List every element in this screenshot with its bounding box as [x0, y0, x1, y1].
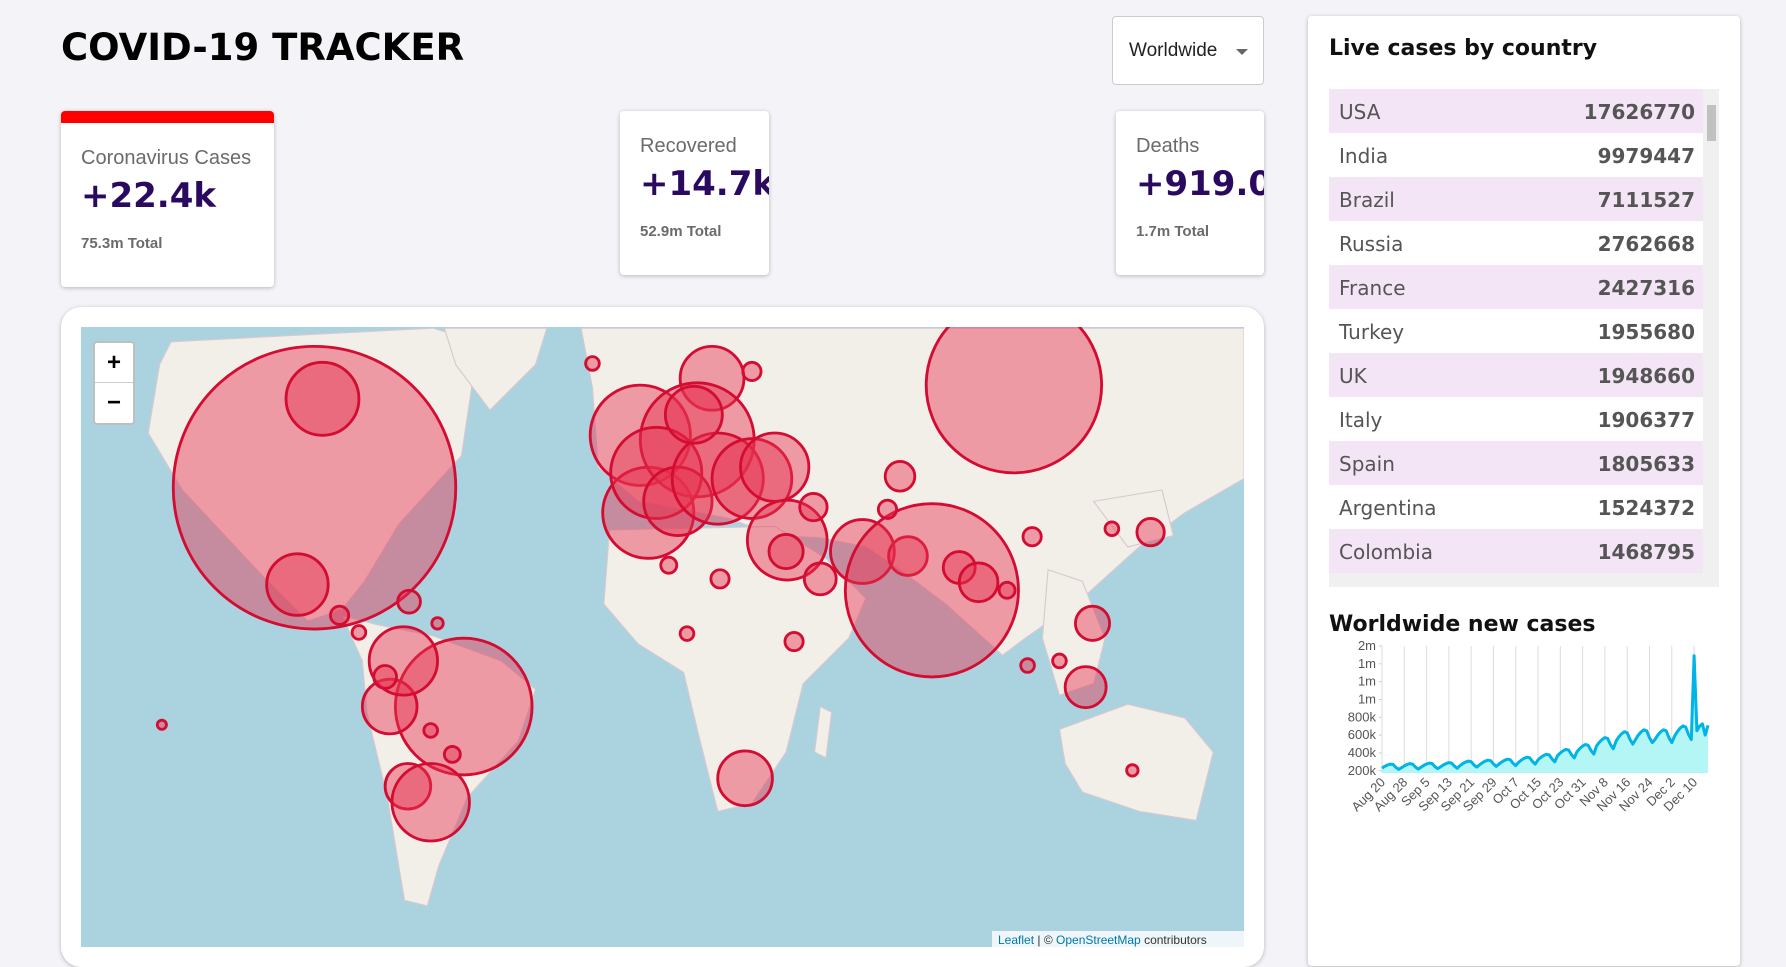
y-tick-label: 1m — [1358, 656, 1376, 671]
attribution: Leaflet | © OpenStreetMap contributors — [992, 931, 1250, 949]
card-highlight — [61, 111, 274, 123]
chart-title: Worldwide new cases — [1329, 612, 1596, 637]
table-row: Argentina 1524372 — [1329, 485, 1703, 529]
table-row: India 9979447 — [1329, 133, 1703, 177]
y-tick-label: 600k — [1348, 727, 1377, 742]
caret — [1236, 49, 1248, 55]
country-cases: 9979447 — [1597, 144, 1695, 168]
y-tick-label: 800k — [1348, 709, 1377, 724]
map[interactable] — [81, 327, 1244, 947]
zoom-out[interactable]: − — [106, 389, 121, 416]
attribution-separator: | © — [1037, 933, 1053, 947]
country-cases: 1468795 — [1597, 540, 1695, 564]
app-title: COVID-19 TRACKER — [61, 26, 465, 69]
y-tick-label: 400k — [1348, 745, 1377, 760]
country-table[interactable]: USA 17626770 India 9979447 Brazil 7111527 Russ… — [1329, 89, 1703, 573]
table-row: Russia 2762668 — [1329, 221, 1703, 265]
card-label: Deaths — [1136, 135, 1200, 157]
country-name: Colombia — [1339, 540, 1433, 564]
country-select[interactable]: Worldwide — [1112, 16, 1264, 85]
card-value: +22.4k — [81, 176, 216, 216]
country-cases: 1805633 — [1597, 452, 1695, 476]
country-name: USA — [1339, 100, 1381, 124]
table-row: UK 1948660 — [1329, 353, 1703, 397]
cases-card[interactable]: Coronavirus Cases +22.4k 75.3m Total — [61, 111, 274, 287]
osm-link[interactable]: OpenStreetMap — [1056, 933, 1141, 947]
scrollbar-thumb[interactable] — [1707, 105, 1716, 141]
country-cases: 1948660 — [1597, 364, 1695, 388]
y-tick-label: 1m — [1358, 674, 1376, 689]
map-card: + − Leaflet | © OpenStreetMap contributo… — [61, 307, 1264, 967]
country-cases: 7111527 — [1597, 188, 1695, 212]
card-label: Recovered — [640, 135, 737, 157]
line — [1381, 654, 1710, 771]
card-total: 1.7m Total — [1136, 223, 1210, 240]
y-tick-label: 200k — [1348, 763, 1377, 778]
table-row: Spain 1805633 — [1329, 441, 1703, 485]
country-name: Russia — [1339, 232, 1404, 256]
leaflet-link[interactable]: Leaflet — [998, 933, 1035, 947]
country-name: Italy — [1339, 408, 1383, 432]
zoom-in[interactable]: + — [95, 343, 133, 383]
table-row: USA 17626770 — [1329, 89, 1703, 133]
card-value: +14.7k — [640, 164, 769, 204]
table-title: Live cases by country — [1329, 36, 1598, 61]
deaths-card[interactable]: Deaths +919.0 1.7m Total — [1116, 111, 1264, 275]
card-total: 52.9m Total — [640, 223, 722, 240]
card-value: +919.0 — [1136, 164, 1264, 204]
table-row: Colombia 1468795 — [1329, 529, 1703, 573]
country-name: Brazil — [1339, 188, 1395, 212]
table-row: Italy 1906377 — [1329, 397, 1703, 441]
scrollbar-horizontal[interactable] — [1329, 573, 1719, 587]
y-tick-label: 1m — [1358, 691, 1376, 706]
scrollbar-vertical[interactable] — [1703, 89, 1719, 573]
side-panel: Live cases by country USA 17626770 India 99… — [1308, 16, 1740, 966]
select-value: Worldwide — [1129, 40, 1218, 61]
table-row: France 2427316 — [1329, 265, 1703, 309]
zoom-control: + − — [93, 341, 135, 425]
country-name: Spain — [1339, 452, 1395, 476]
country-name: UK — [1339, 364, 1367, 388]
card-label: Coronavirus Cases — [81, 147, 252, 169]
country-cases: 2762668 — [1597, 232, 1695, 256]
country-cases: 1906377 — [1597, 408, 1695, 432]
y-tick-label: 2m — [1358, 638, 1376, 653]
country-cases: 2427316 — [1597, 276, 1695, 300]
attribution-suffix: contributors — [1144, 933, 1207, 947]
table-row: Turkey 1955680 — [1329, 309, 1703, 353]
country-name: India — [1339, 144, 1389, 168]
page: COVID-19 TRACKER Worldwide Coronavirus C… — [61, 16, 1740, 967]
area — [1382, 655, 1708, 773]
country-cases: 1955680 — [1597, 320, 1695, 344]
country-cases: 1524372 — [1597, 496, 1695, 520]
recovered-card[interactable]: Recovered +14.7k 52.9m Total — [620, 111, 769, 275]
country-name: Argentina — [1339, 496, 1437, 520]
card-total: 75.3m Total — [81, 235, 163, 252]
country-name: Turkey — [1339, 320, 1405, 344]
table-row: Brazil 7111527 — [1329, 177, 1703, 221]
country-cases: 17626770 — [1583, 100, 1695, 124]
country-name: France — [1339, 276, 1406, 300]
